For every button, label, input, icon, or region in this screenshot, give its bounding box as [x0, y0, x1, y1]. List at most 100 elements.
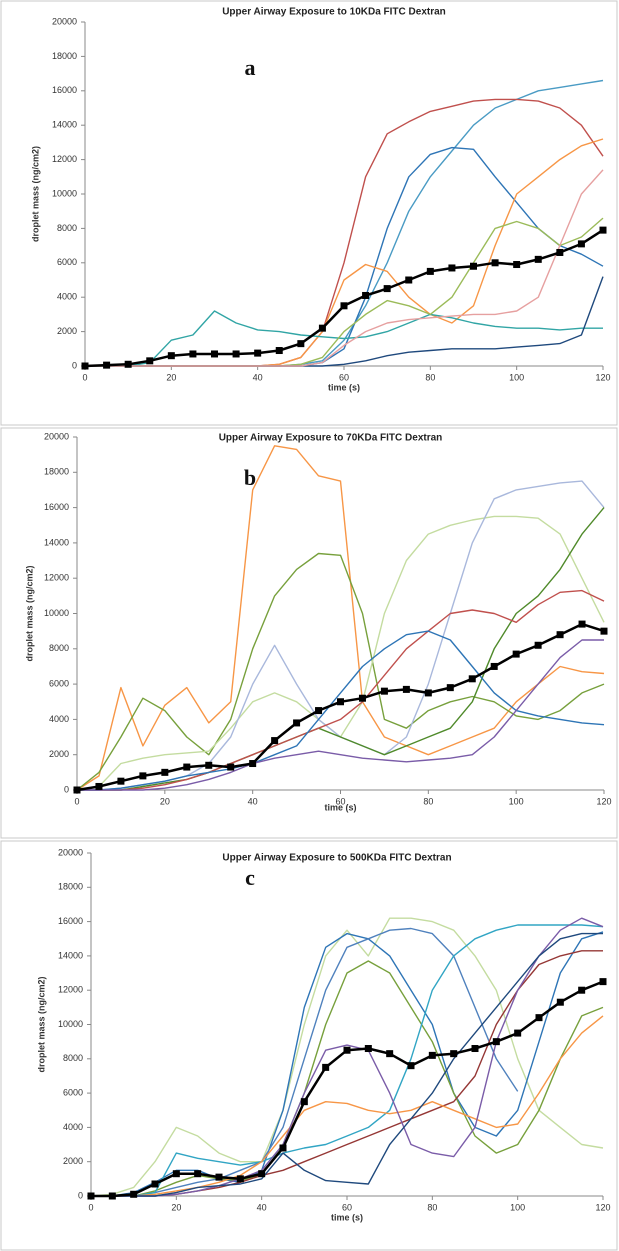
series-line: [85, 79, 604, 367]
mean-marker: [211, 350, 218, 358]
x-tick-label: 40: [253, 372, 263, 382]
mean-marker: [117, 777, 125, 785]
y-tick-label: 0: [64, 784, 69, 794]
mean-marker: [512, 650, 520, 658]
mean-marker: [535, 1014, 543, 1022]
y-tick-label: 18000: [58, 882, 83, 892]
y-tick-label: 6000: [57, 257, 77, 267]
mean-marker: [151, 1180, 159, 1188]
y-tick-label: 16000: [44, 502, 69, 512]
x-tick-label: 100: [509, 796, 524, 806]
series-line: [91, 960, 604, 1197]
mean-marker: [254, 349, 262, 357]
series-line: [90, 917, 604, 1197]
chart-title: Upper Airway Exposure to 500KDa FITC Dex…: [222, 853, 451, 864]
y-tick-label: 6000: [49, 678, 69, 688]
y-tick-label: 0: [78, 1190, 83, 1200]
y-tick-label: 14000: [52, 120, 77, 130]
mean-marker: [514, 1029, 522, 1037]
mean-marker: [293, 719, 301, 727]
series-line: [77, 639, 604, 791]
mean-marker: [205, 761, 213, 769]
mean-marker: [407, 1062, 415, 1070]
mean-marker: [556, 248, 564, 256]
mean-marker: [189, 350, 197, 358]
series-line: [77, 589, 605, 791]
y-tick-label: 2000: [49, 749, 69, 759]
mean-marker: [386, 1050, 394, 1058]
mean-marker: [534, 641, 542, 649]
mean-marker: [161, 768, 169, 776]
chart-title: Upper Airway Exposure to 70KDa FITC Dext…: [219, 433, 443, 444]
mean-marker: [599, 226, 607, 234]
mean-marker: [556, 631, 564, 639]
panel-label: b: [244, 465, 256, 490]
mean-marker: [362, 291, 370, 299]
mean-marker: [340, 302, 348, 310]
mean-marker: [73, 786, 81, 794]
series-line: [91, 932, 603, 1197]
mean-marker: [146, 357, 154, 365]
x-axis-label: time (s): [324, 802, 356, 812]
mean-marker: [95, 782, 103, 790]
mean-marker: [358, 694, 366, 702]
x-tick-label: 20: [166, 372, 176, 382]
x-tick-label: 20: [171, 1202, 181, 1212]
x-tick-label: 100: [509, 372, 524, 382]
mean-marker: [183, 763, 191, 771]
y-tick-label: 2000: [63, 1156, 83, 1166]
y-axis-label: droplet mass (ng/cm2): [24, 565, 34, 661]
mean-marker: [139, 772, 147, 780]
y-tick-label: 0: [72, 360, 77, 370]
mean-marker: [471, 1045, 479, 1053]
series-line: [77, 480, 605, 791]
mean-marker: [428, 1051, 436, 1059]
mean-marker: [492, 1038, 500, 1046]
y-tick-label: 4000: [63, 1122, 83, 1132]
x-tick-label: 40: [257, 1202, 267, 1212]
mean-marker: [108, 1192, 116, 1200]
series-line: [85, 276, 604, 367]
x-tick-label: 80: [423, 796, 433, 806]
mean-marker: [275, 347, 283, 355]
mean-marker: [87, 1192, 95, 1200]
mean-marker: [343, 1046, 351, 1054]
panel-label: a: [245, 55, 256, 80]
y-axis-label: droplet mass (ng/cm2): [36, 976, 46, 1072]
y-tick-label: 12000: [52, 154, 77, 164]
mean-marker: [215, 1173, 223, 1181]
x-tick-label: 80: [425, 372, 435, 382]
mean-marker: [380, 687, 388, 695]
y-tick-label: 18000: [44, 467, 69, 477]
x-tick-label: 0: [82, 372, 87, 382]
mean-marker: [297, 340, 305, 348]
panel-border: [0, 840, 618, 1251]
y-tick-label: 10000: [52, 188, 77, 198]
y-tick-label: 2000: [57, 326, 77, 336]
x-tick-label: 120: [595, 1202, 610, 1212]
mean-marker: [315, 707, 323, 715]
chart-title: Upper Airway Exposure to 10KDa FITC Dext…: [222, 7, 446, 18]
y-tick-label: 8000: [49, 643, 69, 653]
mean-marker: [446, 684, 454, 692]
mean-marker: [271, 737, 279, 745]
y-tick-label: 14000: [44, 537, 69, 547]
mean-marker: [470, 262, 477, 270]
y-axis-label: droplet mass (ng/cm2): [30, 146, 40, 242]
y-tick-label: 12000: [44, 573, 69, 583]
mean-marker: [249, 760, 257, 768]
series-line: [91, 927, 519, 1197]
mean-marker: [167, 352, 175, 360]
mean-marker: [279, 1144, 287, 1152]
mean-marker: [258, 1170, 266, 1178]
y-tick-label: 20000: [58, 847, 83, 857]
mean-marker: [337, 698, 344, 706]
x-tick-label: 40: [248, 796, 258, 806]
mean-marker: [450, 1050, 458, 1058]
y-tick-label: 8000: [63, 1053, 83, 1063]
x-axis-label: time (s): [331, 1212, 363, 1222]
mean-marker: [424, 689, 432, 697]
x-tick-label: 120: [596, 796, 611, 806]
mean-line: [76, 622, 605, 792]
